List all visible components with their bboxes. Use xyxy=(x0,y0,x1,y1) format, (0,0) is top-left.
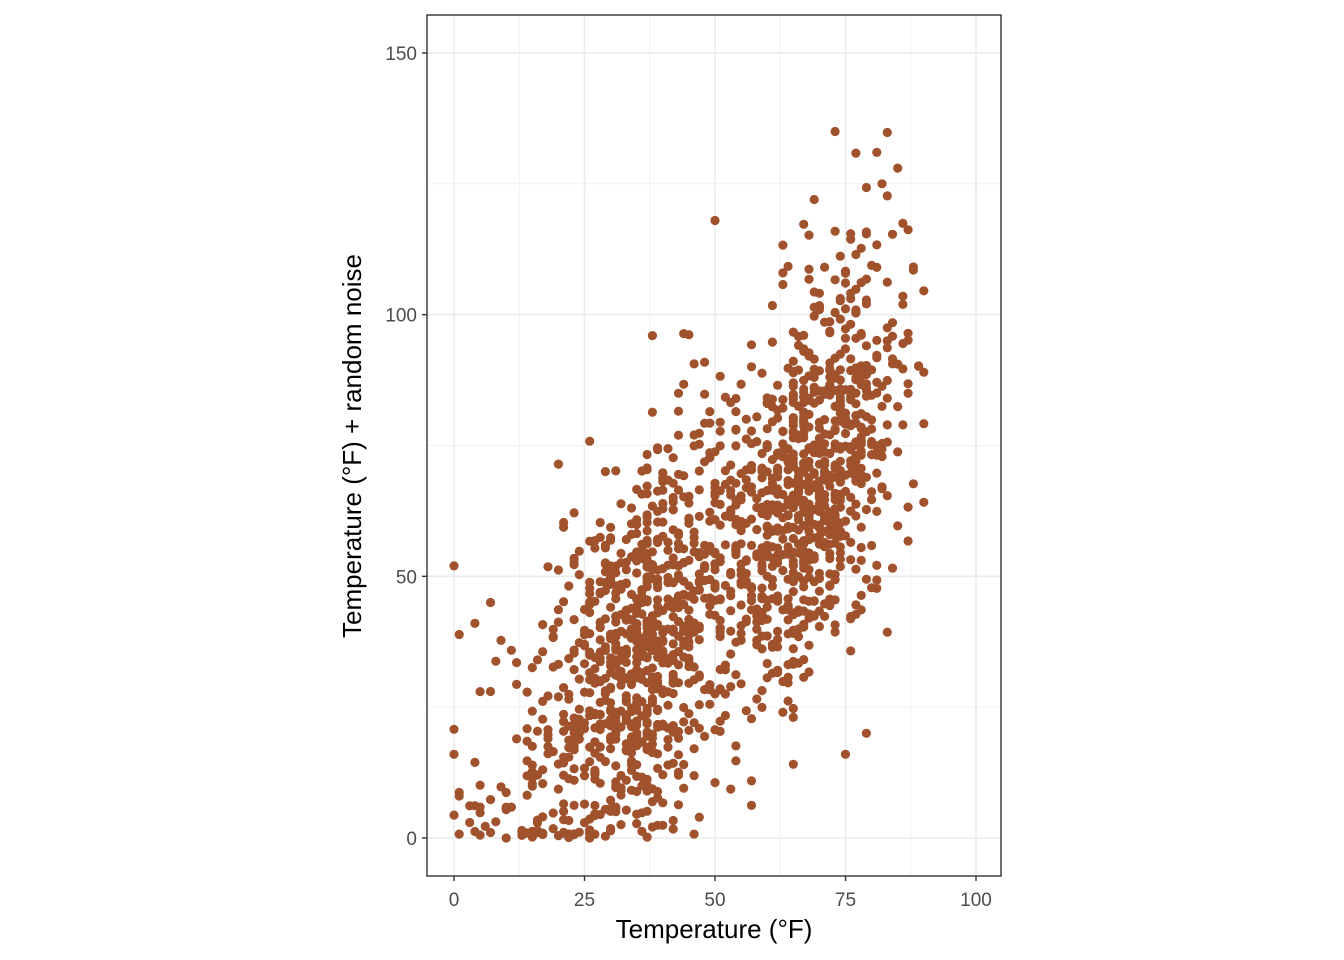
y-axis: 0 50 100 150 xyxy=(385,44,427,850)
data-points xyxy=(449,126,929,843)
x-tick-label: 75 xyxy=(835,890,856,911)
x-axis: 0 25 50 75 100 xyxy=(449,876,992,911)
x-tick-label: 100 xyxy=(960,890,992,911)
y-tick-label: 50 xyxy=(396,567,417,588)
x-tick-label: 0 xyxy=(449,890,460,911)
y-axis-title: Temperature (°F) + random noise xyxy=(337,254,367,638)
plot-panel xyxy=(426,14,1002,877)
y-tick-label: 100 xyxy=(385,306,417,327)
x-tick-label: 25 xyxy=(574,890,595,911)
x-axis-title: Temperature (°F) xyxy=(616,914,813,944)
y-tick-label: 0 xyxy=(406,829,417,850)
y-tick-label: 150 xyxy=(385,44,417,65)
panel-border xyxy=(426,14,1002,877)
x-tick-label: 50 xyxy=(704,890,725,911)
